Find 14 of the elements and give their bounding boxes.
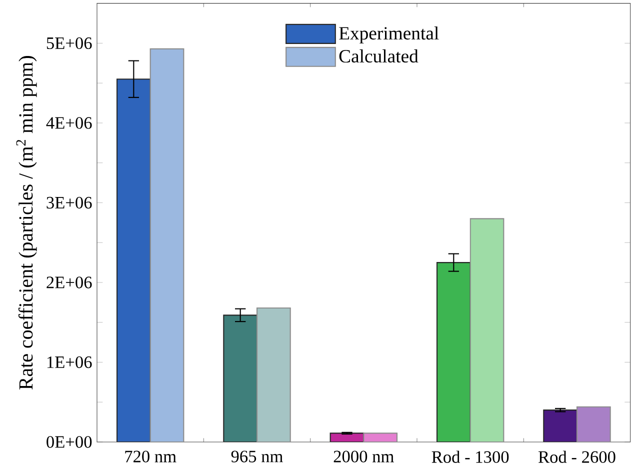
- y-axis-title: Rate coefficient (particles / (m$^{2}$ min ppm): [16, 56, 37, 390]
- legend-label: Experimental: [339, 26, 439, 44]
- x-tick-label: 965 nm: [231, 450, 283, 462]
- y-tick-label: 3E+06: [46, 196, 92, 209]
- y-tick-label: 2E+06: [46, 276, 92, 288]
- y-tick-label: 1E+06: [47, 356, 92, 368]
- x-tick-label: Rod - 1300: [432, 450, 509, 463]
- y-tick-label: 0E+00: [46, 436, 92, 448]
- x-tick-label: 720 nm: [125, 450, 176, 462]
- y-tick-label: 5E+06: [46, 37, 92, 50]
- legend-label: Calculated: [339, 49, 418, 63]
- x-tick-label: Rod - 2600: [538, 450, 616, 463]
- x-tick-label: 2000 nm: [334, 450, 394, 462]
- y-tick-label: 4E+06: [46, 117, 92, 129]
